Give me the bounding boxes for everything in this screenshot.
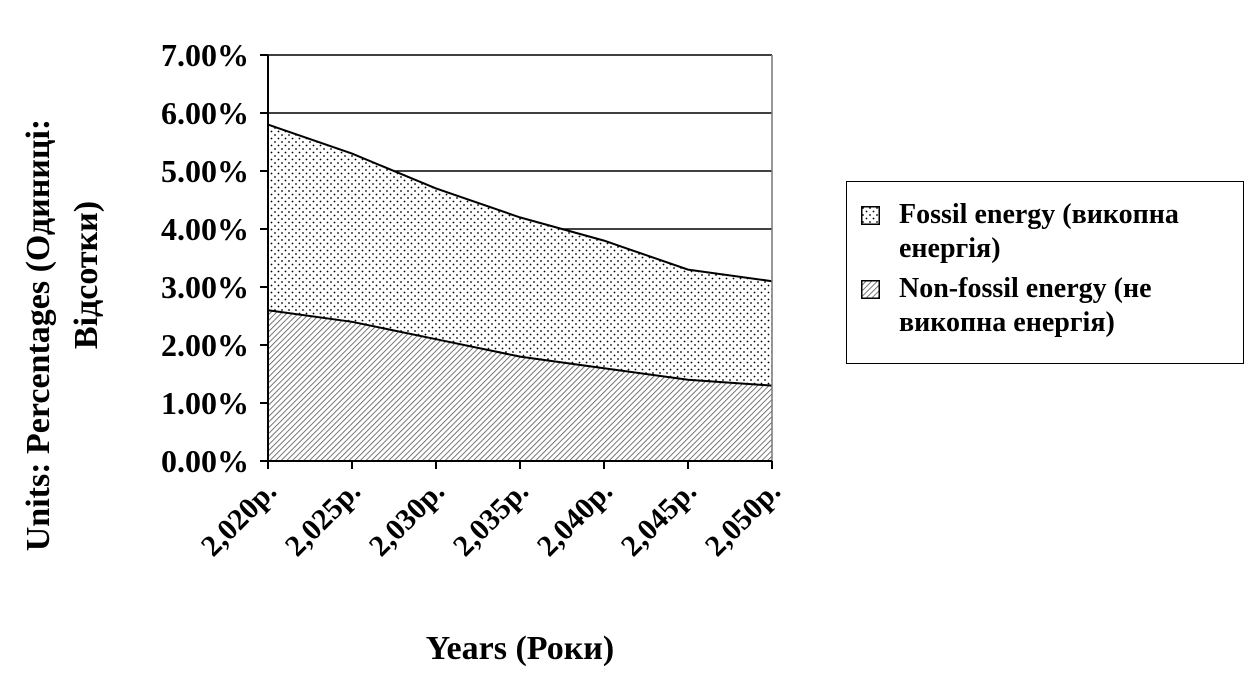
y-tick-label: 1.00% bbox=[161, 385, 249, 421]
area-series bbox=[267, 123, 773, 461]
x-tick-label: 2,025р. bbox=[279, 475, 367, 563]
area-fossil bbox=[268, 124, 772, 386]
x-tick-label: 2,035р. bbox=[447, 475, 535, 563]
legend: Fossil energy (викопна енергія) Non-foss… bbox=[846, 181, 1244, 364]
y-tick-label: 7.00% bbox=[161, 37, 249, 73]
hatch-swatch-icon bbox=[861, 280, 880, 299]
x-axis-title: Years (Роки) bbox=[426, 630, 614, 667]
legend-label-fossil-line1: Fossil energy (викопна bbox=[899, 199, 1179, 230]
x-tick-label: 2,040р. bbox=[531, 475, 619, 563]
legend-label-nonfossil-line2: викопна енергія) bbox=[899, 307, 1115, 338]
legend-item-nonfossil: Non-fossil energy (не викопна енергія) bbox=[861, 272, 1241, 340]
dots-swatch-icon bbox=[861, 206, 880, 225]
series-line-non-fossil bbox=[267, 309, 773, 387]
series-line-fossil bbox=[267, 123, 773, 283]
area-non-fossil bbox=[268, 310, 772, 461]
x-tick-label: 2,020р. bbox=[195, 475, 283, 563]
y-axis-title-line2: Відсотки) bbox=[68, 201, 105, 349]
y-tick-label: 6.00% bbox=[161, 95, 249, 131]
y-tick-label: 5.00% bbox=[161, 153, 249, 189]
y-tick-label: 3.00% bbox=[161, 269, 249, 305]
x-tick-label: 2,050р. bbox=[699, 475, 787, 563]
x-tick-label: 2,045р. bbox=[615, 475, 703, 563]
y-tick-label: 0.00% bbox=[161, 443, 249, 479]
legend-item-fossil: Fossil energy (викопна енергія) bbox=[861, 198, 1241, 266]
y-tick-label: 4.00% bbox=[161, 211, 249, 247]
x-tick-label: 2,030р. bbox=[363, 475, 451, 563]
y-axis-title-line1: Units: Percentages (Одиниці: bbox=[20, 119, 57, 552]
legend-label-fossil-line2: енергія) bbox=[899, 233, 1001, 264]
axes bbox=[260, 54, 773, 469]
legend-label-nonfossil-line1: Non-fossil energy (не bbox=[899, 273, 1152, 304]
y-tick-label: 2.00% bbox=[161, 327, 249, 363]
